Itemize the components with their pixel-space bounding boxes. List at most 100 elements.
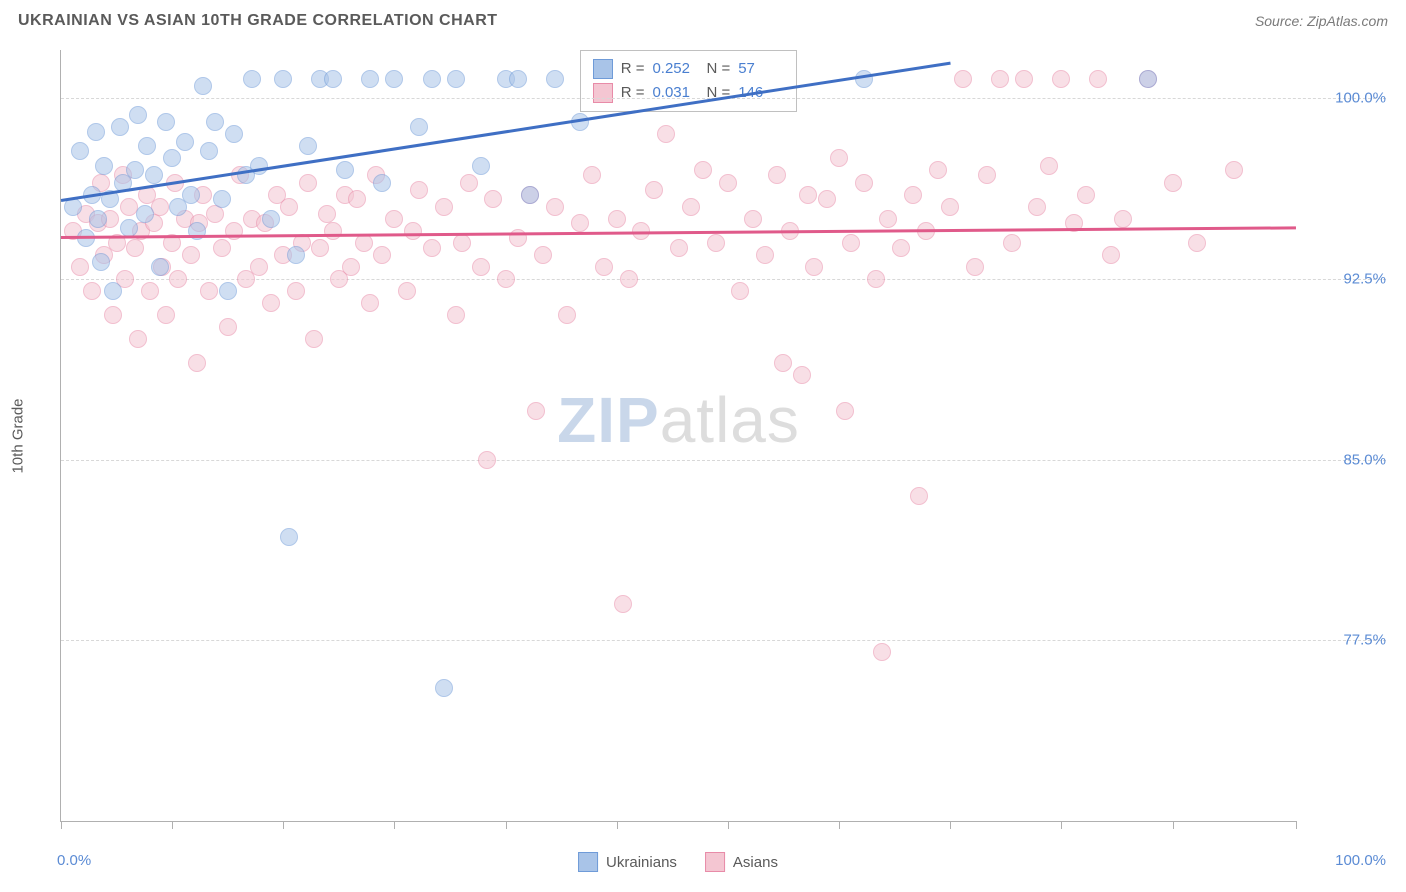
data-point — [1015, 70, 1033, 88]
data-point — [509, 70, 527, 88]
data-point — [534, 246, 552, 264]
watermark-part2: atlas — [660, 384, 800, 456]
data-point — [182, 186, 200, 204]
data-point — [1102, 246, 1120, 264]
data-point — [423, 70, 441, 88]
data-point — [855, 174, 873, 192]
data-point — [83, 282, 101, 300]
data-point — [92, 253, 110, 271]
y-tick-label: 100.0% — [1306, 90, 1386, 107]
data-point — [867, 270, 885, 288]
data-point — [583, 166, 601, 184]
data-point — [941, 198, 959, 216]
x-tick-label-max: 100.0% — [1335, 852, 1386, 869]
data-point — [614, 595, 632, 613]
data-point — [484, 190, 502, 208]
gridline — [61, 460, 1386, 461]
r-label: R = — [621, 57, 645, 81]
legend-label-ukrainians: Ukrainians — [606, 854, 677, 871]
data-point — [620, 270, 638, 288]
y-tick-label: 85.0% — [1306, 451, 1386, 468]
data-point — [311, 239, 329, 257]
data-point — [373, 174, 391, 192]
legend-label-asians: Asians — [733, 854, 778, 871]
data-point — [892, 239, 910, 257]
data-point — [361, 294, 379, 312]
data-point — [719, 174, 737, 192]
data-point — [136, 205, 154, 223]
data-point — [855, 70, 873, 88]
data-point — [262, 210, 280, 228]
data-point — [682, 198, 700, 216]
data-point — [104, 282, 122, 300]
watermark-part1: ZIP — [557, 384, 660, 456]
chart-area: 10th Grade ZIPatlas R = 0.252 N = 57 R =… — [60, 50, 1296, 822]
source-name: ZipAtlas.com — [1307, 13, 1388, 29]
data-point — [163, 149, 181, 167]
data-point — [213, 239, 231, 257]
data-point — [423, 239, 441, 257]
x-tick — [1173, 821, 1174, 829]
data-point — [87, 123, 105, 141]
swatch-asians — [705, 852, 725, 872]
data-point — [336, 161, 354, 179]
r-value-ukrainians: 0.252 — [652, 57, 698, 81]
data-point — [460, 174, 478, 192]
data-point — [361, 70, 379, 88]
data-point — [324, 222, 342, 240]
data-point — [95, 157, 113, 175]
data-point — [1139, 70, 1157, 88]
data-point — [447, 306, 465, 324]
data-point — [305, 330, 323, 348]
data-point — [385, 210, 403, 228]
data-point — [200, 282, 218, 300]
data-point — [1040, 157, 1058, 175]
data-point — [447, 70, 465, 88]
x-tick-label-min: 0.0% — [57, 852, 91, 869]
x-tick — [839, 821, 840, 829]
plot-region: ZIPatlas R = 0.252 N = 57 R = 0.031 N = … — [60, 50, 1296, 822]
data-point — [324, 70, 342, 88]
n-label: N = — [706, 57, 730, 81]
data-point — [954, 70, 972, 88]
source-prefix: Source: — [1255, 13, 1307, 29]
data-point — [670, 239, 688, 257]
x-tick — [506, 821, 507, 829]
data-point — [830, 149, 848, 167]
data-point — [287, 246, 305, 264]
data-point — [707, 234, 725, 252]
data-point — [404, 222, 422, 240]
data-point — [774, 354, 792, 372]
x-tick — [728, 821, 729, 829]
data-point — [1077, 186, 1095, 204]
data-point — [608, 210, 626, 228]
data-point — [104, 306, 122, 324]
data-point — [243, 70, 261, 88]
data-point — [478, 451, 496, 469]
swatch-ukrainians — [593, 59, 613, 79]
chart-title: UKRAINIAN VS ASIAN 10TH GRADE CORRELATIO… — [18, 12, 498, 30]
data-point — [219, 282, 237, 300]
data-point — [768, 166, 786, 184]
data-point — [731, 282, 749, 300]
data-point — [200, 142, 218, 160]
x-tick — [283, 821, 284, 829]
data-point — [546, 70, 564, 88]
swatch-ukrainians — [578, 852, 598, 872]
swatch-asians — [593, 83, 613, 103]
data-point — [805, 258, 823, 276]
data-point — [453, 234, 471, 252]
trend-line — [61, 226, 1296, 238]
data-point — [435, 198, 453, 216]
data-point — [1052, 70, 1070, 88]
legend-item-asians: Asians — [705, 852, 778, 872]
data-point — [151, 258, 169, 276]
data-point — [145, 166, 163, 184]
data-point — [842, 234, 860, 252]
data-point — [157, 113, 175, 131]
data-point — [299, 137, 317, 155]
data-point — [280, 198, 298, 216]
data-point — [1028, 198, 1046, 216]
data-point — [472, 157, 490, 175]
data-point — [410, 118, 428, 136]
